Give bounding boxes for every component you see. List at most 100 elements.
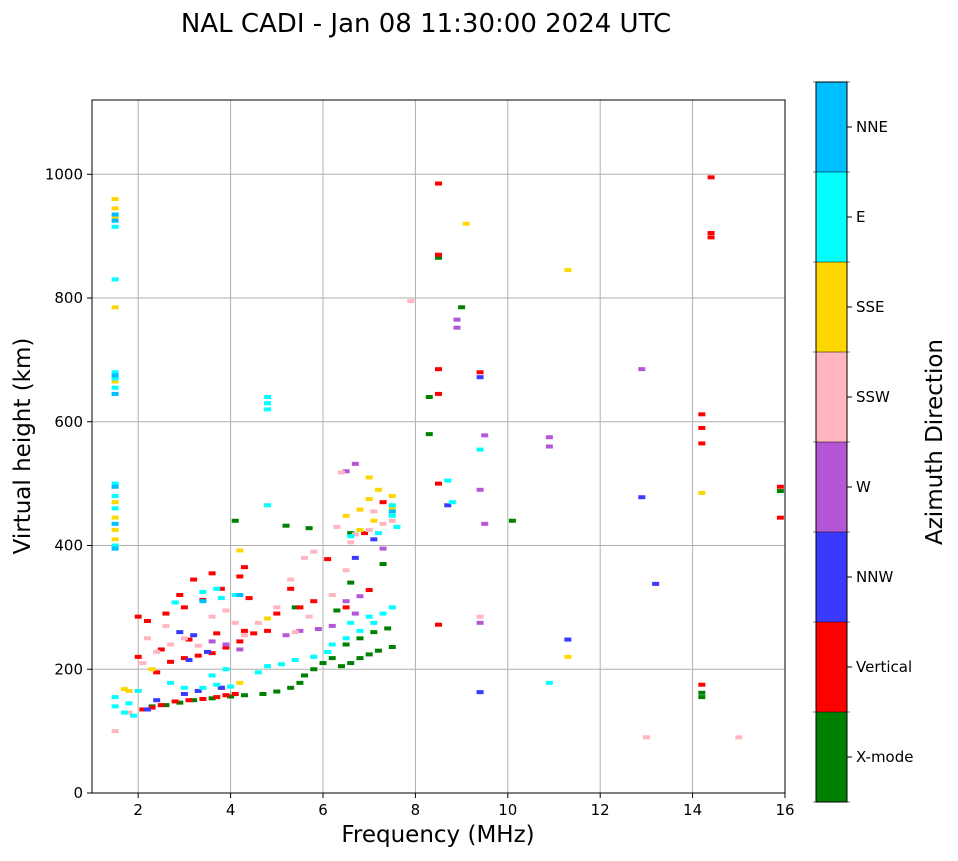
echo-point-vertical xyxy=(435,481,442,486)
echo-point-e xyxy=(379,611,387,616)
echo-point-x-mode xyxy=(328,656,336,661)
echo-point-nnw xyxy=(564,637,572,642)
echo-point-x-mode xyxy=(425,395,433,399)
echo-point-ssw xyxy=(305,614,313,619)
colorbar-label-e: E xyxy=(856,208,865,226)
echo-point-nnw xyxy=(180,692,188,696)
echo-point-e xyxy=(264,503,272,508)
colorbar-label-nnw: NNW xyxy=(856,568,893,586)
echo-point-nnw xyxy=(652,581,660,586)
echo-point-sse xyxy=(111,515,119,520)
echo-point-x-mode xyxy=(342,642,350,647)
echo-point-sse xyxy=(388,506,396,511)
echo-point-e xyxy=(356,628,364,633)
echo-point-ssw xyxy=(476,614,484,619)
echo-point-x-mode xyxy=(273,689,281,694)
echo-point-vertical xyxy=(342,605,350,610)
echo-point-nnw xyxy=(153,698,161,703)
echo-point-e xyxy=(328,642,336,647)
echo-point-vertical xyxy=(217,586,225,591)
echo-point-sse xyxy=(370,518,378,523)
echo-point-w xyxy=(342,469,350,474)
echo-point-e xyxy=(388,513,396,518)
echo-point-vertical xyxy=(245,596,253,601)
echo-point-ssw xyxy=(333,524,341,529)
echo-point-nne xyxy=(111,212,119,217)
echo-point-w xyxy=(481,521,489,526)
echo-point-nnw xyxy=(351,555,359,560)
echo-point-sse xyxy=(236,548,244,553)
echo-point-x-mode xyxy=(356,636,364,641)
echo-point-vertical xyxy=(185,698,193,703)
x-tick-label: 4 xyxy=(226,801,236,819)
echo-point-e xyxy=(171,600,179,605)
echo-point-w xyxy=(453,317,461,322)
echo-point-x-mode xyxy=(776,489,784,494)
echo-point-ssw xyxy=(379,521,387,526)
y-tick-label: 800 xyxy=(54,289,83,307)
echo-point-e xyxy=(111,370,119,375)
echo-point-nnw xyxy=(217,685,225,690)
colorbar-swatch-x-mode xyxy=(816,712,847,802)
echo-point-e xyxy=(111,543,119,548)
echo-point-nne xyxy=(388,509,396,514)
echo-point-vertical xyxy=(287,586,295,591)
echo-point-sse xyxy=(111,206,119,211)
echo-point-sse xyxy=(388,494,396,498)
echo-point-e xyxy=(388,503,396,508)
echo-point-vertical xyxy=(296,605,304,610)
echo-point-x-mode xyxy=(319,661,327,666)
chart-title: NAL CADI - Jan 08 11:30:00 2024 UTC xyxy=(181,9,671,39)
echo-point-sse xyxy=(564,654,572,659)
colorbar-swatch-sse xyxy=(816,262,847,352)
echo-point-nne xyxy=(111,391,119,396)
echo-point-ssw xyxy=(407,299,415,304)
echo-point-x-mode xyxy=(370,630,378,635)
echo-point-sse xyxy=(111,500,119,505)
echo-point-x-mode xyxy=(458,305,466,310)
echo-point-ssw xyxy=(208,614,216,619)
echo-point-x-mode xyxy=(259,692,267,696)
colorbar-label-x-mode: X-mode xyxy=(856,748,913,766)
echo-point-e xyxy=(111,376,119,381)
colorbar-swatch-ssw xyxy=(816,352,847,442)
echo-point-vertical xyxy=(310,599,318,604)
echo-point-vertical xyxy=(157,647,165,652)
echo-point-nne xyxy=(111,521,119,526)
x-axis-label: Frequency (MHz) xyxy=(341,822,534,848)
echo-point-x-mode xyxy=(287,685,295,690)
echo-point-x-mode xyxy=(435,255,442,260)
echo-point-nne xyxy=(111,546,119,551)
echo-point-x-mode xyxy=(379,562,387,567)
echo-point-e xyxy=(111,385,119,390)
echo-point-sse xyxy=(148,667,156,672)
echo-point-nnw xyxy=(370,537,378,542)
echo-point-x-mode xyxy=(374,648,382,653)
echo-point-vertical xyxy=(698,441,706,446)
echo-point-vertical xyxy=(365,588,373,593)
y-tick-label: 200 xyxy=(54,660,83,678)
echo-point-ssw xyxy=(139,661,147,666)
x-tick-label: 14 xyxy=(683,801,702,819)
echo-point-vertical xyxy=(213,631,221,636)
data-points xyxy=(111,175,784,740)
echo-point-vertical xyxy=(435,391,442,396)
echo-point-x-mode xyxy=(231,518,239,523)
echo-point-x-mode xyxy=(508,518,516,523)
echo-point-vertical xyxy=(264,628,272,633)
echo-point-vertical xyxy=(698,682,706,687)
echo-point-vertical xyxy=(134,654,142,659)
echo-point-vertical xyxy=(324,557,332,562)
azimuth-colorbar: X-mode Vertical NNW W SSW SSE E NNE xyxy=(813,81,913,803)
x-tick-label: 8 xyxy=(411,801,421,819)
y-tick-label: 600 xyxy=(54,413,83,431)
echo-point-w xyxy=(282,633,290,638)
echo-point-x-mode xyxy=(296,680,304,685)
echo-point-vertical xyxy=(139,707,147,712)
echo-point-x-mode xyxy=(347,580,355,585)
echo-point-sse xyxy=(356,528,364,533)
echo-point-vertical xyxy=(167,659,175,664)
echo-point-vertical xyxy=(222,645,230,650)
echo-point-vertical xyxy=(435,367,442,372)
